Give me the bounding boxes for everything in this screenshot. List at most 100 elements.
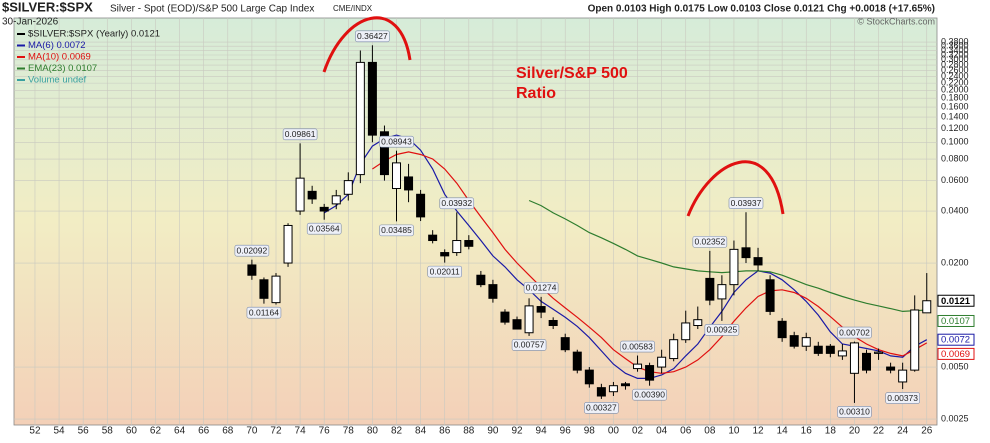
candle-body xyxy=(596,387,606,397)
callout-label: 0.36427 xyxy=(357,31,388,41)
candle-body xyxy=(440,252,450,257)
legend-entry: EMA(23) 0.0107 xyxy=(28,63,97,74)
candle-body xyxy=(837,350,847,357)
arc xyxy=(686,160,785,217)
callout-box xyxy=(355,30,390,43)
value-tag xyxy=(937,347,975,360)
callout-label: 0.00310 xyxy=(839,407,870,417)
candle-body xyxy=(693,319,703,326)
candle-body xyxy=(813,345,823,354)
callout-box xyxy=(704,324,740,336)
y-tick-label: 0.1200 xyxy=(941,123,969,133)
callout-box xyxy=(885,392,920,404)
x-tick-label: 26 xyxy=(921,426,933,437)
candle-body xyxy=(765,279,775,312)
x-tick-label: 96 xyxy=(560,426,572,437)
candle-body xyxy=(753,257,763,266)
value-tag-label: 0.0069 xyxy=(941,349,970,360)
candle-body xyxy=(379,131,389,176)
x-tick-label: 76 xyxy=(319,426,331,437)
candle-body xyxy=(331,195,341,205)
callout-label: 0.00757 xyxy=(514,340,545,350)
x-tick-label: 62 xyxy=(150,426,162,437)
x-tick-label: 22 xyxy=(873,426,885,437)
callout-box xyxy=(427,265,463,278)
candle-body xyxy=(307,190,317,200)
candle-body xyxy=(681,322,691,341)
candle-body xyxy=(343,180,353,195)
candle-body xyxy=(922,300,932,314)
y-tick-label: 0.2600 xyxy=(941,65,969,75)
candle-body xyxy=(476,274,486,286)
x-tick-label: 60 xyxy=(126,426,138,437)
x-tick-label: 64 xyxy=(174,426,186,437)
x-tick-label: 86 xyxy=(439,426,451,437)
annotation: Silver/S&P 500 xyxy=(516,65,628,82)
callout-label: 0.03932 xyxy=(441,198,472,208)
candle-body xyxy=(404,176,414,191)
candle-body xyxy=(717,284,727,300)
callout-label: 0.00373 xyxy=(887,393,918,403)
x-tick-label: 16 xyxy=(801,426,813,437)
x-tick-label: 78 xyxy=(343,426,355,437)
callout-label: 0.02352 xyxy=(694,237,725,247)
callout-box xyxy=(692,236,728,248)
candle-body xyxy=(271,275,281,304)
callout-label: 0.00583 xyxy=(622,341,653,351)
x-tick-label: 56 xyxy=(78,426,90,437)
callout-box xyxy=(379,224,414,237)
x-tick-label: 84 xyxy=(415,426,427,437)
candle-body xyxy=(898,369,908,383)
candle-body xyxy=(452,240,462,254)
candle-body xyxy=(584,369,594,385)
candle-body xyxy=(874,351,884,354)
y-tick-label: 0.1600 xyxy=(941,101,969,111)
x-tick-label: 18 xyxy=(825,426,837,437)
y-tick-label: 0.0025 xyxy=(941,413,969,423)
annotation: Ratio xyxy=(516,85,556,102)
y-tick-label: 0.1400 xyxy=(941,111,969,121)
value-tag xyxy=(937,333,975,346)
callout-box xyxy=(837,326,872,339)
candle-body xyxy=(548,319,558,326)
candle-body xyxy=(620,383,630,387)
callout-box xyxy=(306,222,342,235)
candle-body xyxy=(729,248,739,286)
x-tick-label: 58 xyxy=(102,426,114,437)
x-tick-label: 92 xyxy=(511,426,523,437)
x-tick-label: 88 xyxy=(463,426,475,437)
candle-body xyxy=(801,337,811,347)
callout-label: 0.00390 xyxy=(634,389,665,399)
x-tick-label: 98 xyxy=(584,426,596,437)
candle-body xyxy=(862,352,872,371)
candle-body xyxy=(825,345,835,354)
quote: Open 0.0103 High 0.0175 Low 0.0103 Close… xyxy=(588,4,935,15)
y-tick-label: 0.0400 xyxy=(941,205,969,215)
y-tick-label: 0.1000 xyxy=(941,137,969,147)
callout-box xyxy=(632,388,667,401)
candle-body xyxy=(367,61,377,136)
candle-body xyxy=(608,385,618,393)
x-tick-label: 24 xyxy=(897,426,909,437)
watermark: © StockCharts.com xyxy=(857,16,935,26)
x-tick-label: 70 xyxy=(246,426,258,437)
callout-box xyxy=(523,282,559,294)
callout-box xyxy=(379,135,414,148)
x-tick-label: 54 xyxy=(54,426,66,437)
candle-body xyxy=(392,162,402,190)
candle-body xyxy=(500,311,510,323)
candle-body xyxy=(705,277,715,301)
callout-box xyxy=(439,197,475,210)
y-tick-label: 0.3400 xyxy=(941,45,969,55)
callout-label: 0.03937 xyxy=(731,198,762,208)
legend-entry: MA(6) 0.0072 xyxy=(28,40,86,51)
y-tick-label: 0.1800 xyxy=(941,93,969,103)
callout-box xyxy=(511,339,547,351)
callout-label: 0.01274 xyxy=(526,283,557,293)
value-tag xyxy=(937,294,975,307)
value-tag-label: 0.0107 xyxy=(941,316,970,327)
x-tick-label: 52 xyxy=(29,426,41,437)
candle-body xyxy=(428,234,438,242)
y-tick-label: 0.0600 xyxy=(941,175,969,185)
